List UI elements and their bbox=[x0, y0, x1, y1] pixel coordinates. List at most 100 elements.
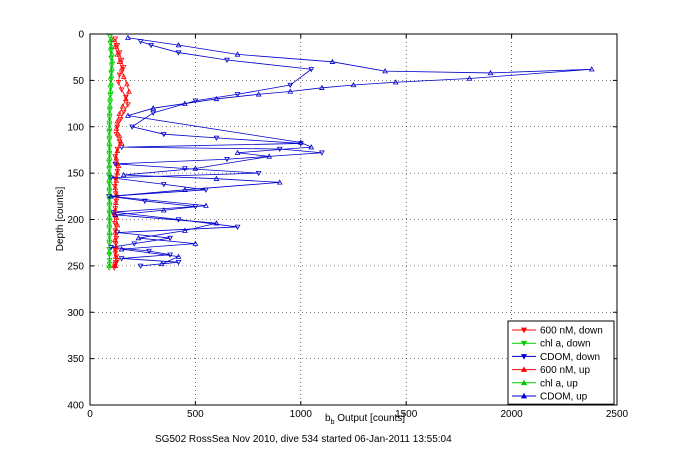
data-point bbox=[125, 112, 131, 118]
figure-caption: SG502 RossSea Nov 2010, dive 534 started… bbox=[155, 434, 452, 445]
data-point bbox=[116, 110, 123, 116]
legend-box bbox=[507, 320, 615, 405]
data-point bbox=[129, 124, 136, 130]
x-tick-label: 500 bbox=[187, 409, 204, 420]
data-point bbox=[175, 260, 182, 266]
data-point bbox=[118, 140, 125, 146]
data-point bbox=[106, 124, 113, 130]
data-point bbox=[112, 199, 119, 205]
data-point bbox=[234, 149, 241, 155]
data-point bbox=[224, 57, 230, 63]
legend-entry-label: 600 nM, up bbox=[540, 365, 590, 376]
legend-marker bbox=[520, 366, 528, 372]
data-point bbox=[181, 227, 188, 233]
data-point bbox=[106, 146, 113, 153]
data-point bbox=[111, 236, 118, 243]
data-point bbox=[148, 42, 155, 49]
y-tick-label: 400 bbox=[67, 401, 84, 412]
data-point bbox=[115, 162, 122, 168]
data-point bbox=[120, 171, 127, 178]
data-point bbox=[116, 139, 123, 145]
data-point bbox=[160, 182, 167, 188]
legend-marker bbox=[520, 379, 528, 386]
data-point bbox=[119, 103, 126, 109]
data-point bbox=[115, 80, 122, 86]
data-point bbox=[122, 95, 129, 102]
y-tick-label: 150 bbox=[67, 169, 84, 180]
data-point bbox=[125, 102, 131, 108]
data-point bbox=[125, 34, 131, 40]
data-point bbox=[160, 207, 167, 213]
y-tick-label: 50 bbox=[73, 76, 85, 87]
data-point bbox=[175, 253, 182, 259]
data-point bbox=[114, 42, 121, 49]
data-point bbox=[181, 166, 188, 172]
data-point bbox=[113, 214, 120, 220]
data-point bbox=[120, 73, 127, 79]
data-point bbox=[131, 241, 138, 247]
data-point bbox=[113, 177, 120, 183]
series-line bbox=[112, 39, 130, 266]
legend: 600 nM, down chl a, down CDOM, down 600 nM,… bbox=[507, 320, 615, 405]
data-point bbox=[106, 191, 113, 197]
y-tick-label: 200 bbox=[67, 215, 84, 226]
data-point bbox=[112, 43, 119, 50]
data-point bbox=[213, 135, 220, 141]
data-point bbox=[111, 221, 118, 227]
data-point bbox=[118, 57, 125, 63]
series-line bbox=[108, 38, 113, 266]
data-point bbox=[118, 66, 125, 72]
data-point bbox=[116, 58, 123, 64]
data-point bbox=[109, 57, 116, 64]
series-line bbox=[108, 41, 322, 267]
data-point bbox=[234, 51, 241, 57]
data-point bbox=[276, 179, 283, 185]
data-point bbox=[113, 244, 120, 250]
data-point bbox=[175, 50, 182, 56]
data-point bbox=[106, 206, 113, 212]
data-point bbox=[108, 245, 114, 251]
data-point bbox=[106, 182, 113, 188]
data-point bbox=[106, 154, 113, 160]
data-point bbox=[213, 175, 220, 181]
data-point bbox=[224, 157, 230, 163]
data-point bbox=[107, 78, 114, 84]
data-point bbox=[150, 105, 157, 111]
data-point bbox=[106, 161, 113, 167]
data-point bbox=[213, 95, 220, 102]
y-axis-label: Depth [counts] bbox=[55, 187, 66, 252]
series-3 bbox=[110, 36, 132, 269]
data-point bbox=[118, 87, 125, 93]
legend-marker bbox=[520, 392, 528, 399]
data-point bbox=[382, 68, 388, 74]
data-point bbox=[108, 43, 115, 49]
data-point bbox=[146, 248, 152, 255]
data-point bbox=[297, 141, 304, 147]
x-tick-label: 2000 bbox=[500, 409, 523, 420]
series-4 bbox=[106, 35, 116, 269]
data-point bbox=[113, 155, 120, 161]
data-point bbox=[108, 175, 114, 181]
series-layer bbox=[106, 34, 595, 271]
data-point bbox=[466, 75, 473, 81]
data-point bbox=[113, 125, 120, 131]
data-point bbox=[181, 186, 188, 192]
data-point bbox=[108, 35, 114, 41]
x-tick-label: 2500 bbox=[606, 409, 629, 420]
data-point bbox=[255, 91, 262, 97]
data-point bbox=[319, 84, 325, 90]
data-point bbox=[114, 170, 121, 176]
data-point bbox=[107, 85, 114, 91]
data-point bbox=[106, 228, 113, 234]
legend-entry-label: chl a, up bbox=[540, 378, 578, 389]
data-point bbox=[106, 109, 113, 115]
data-point bbox=[392, 79, 399, 85]
data-point bbox=[137, 263, 144, 269]
data-point bbox=[106, 176, 112, 182]
data-point bbox=[108, 63, 115, 69]
x-axis-label: bb Output [counts] bbox=[325, 413, 405, 426]
data-point bbox=[108, 80, 114, 86]
data-point bbox=[106, 184, 113, 190]
data-point bbox=[126, 88, 132, 94]
